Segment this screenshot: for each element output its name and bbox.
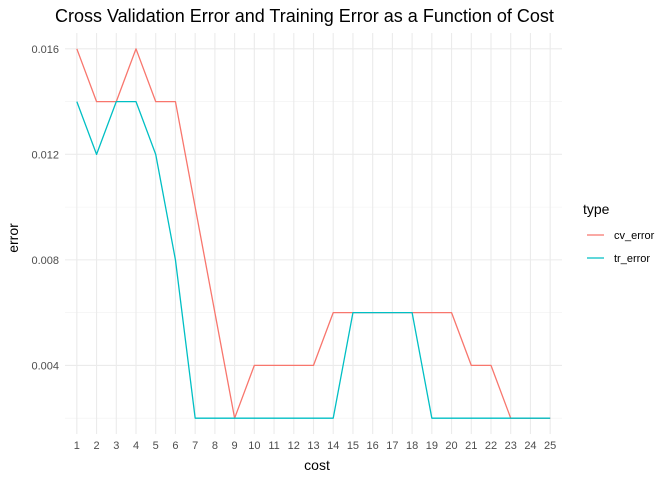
series-group [76,48,551,419]
x-tick-label: 3 [113,440,119,452]
x-tick-labels: 1 2 3 4 5 6 7 8 9 10 11 12 13 14 15 16 17 18 19 20 21 22 23 24 2… [74,440,557,452]
x-tick-label: 23 [505,440,517,452]
x-tick-label: 22 [485,440,497,452]
x-tick-label: 12 [288,440,300,452]
legend-label: cv_error [614,230,655,242]
x-tick-label: 20 [445,440,457,452]
x-tick-label: 4 [133,440,139,452]
x-axis-title: cost [304,457,330,473]
x-tick-label: 15 [347,440,359,452]
x-tick-label: 8 [212,440,218,452]
x-tick-label: 16 [367,440,379,452]
x-tick-label: 18 [406,440,418,452]
x-tick-label: 5 [153,440,159,452]
x-tick-label: 2 [93,440,99,452]
y-tick-label: 0.008 [31,255,59,267]
x-tick-label: 14 [327,440,339,452]
x-tick-label: 25 [544,440,556,452]
legend-label: tr_error [614,253,650,265]
x-tick-label: 11 [268,440,279,452]
y-tick-labels: 0.004 0.008 0.012 0.016 [31,44,59,373]
series-line-tr-error [76,100,551,419]
x-tick-label: 19 [426,440,438,452]
legend-title: type [583,201,610,217]
x-tick-label: 7 [192,440,198,452]
x-tick-label: 10 [248,440,260,452]
y-axis-title: error [5,223,21,253]
x-tick-label: 9 [232,440,238,452]
x-tick-label: 21 [465,440,477,452]
chart-title: Cross Validation Error and Training Erro… [55,6,554,26]
x-tick-label: 6 [172,440,178,452]
x-tick-label: 13 [307,440,319,452]
legend: type cv_error tr_error [583,201,655,265]
grid [65,33,562,434]
x-tick-label: 24 [524,440,536,452]
y-tick-label: 0.004 [31,360,59,372]
x-tick-label: 1 [74,440,80,452]
y-tick-label: 0.016 [31,44,59,56]
series-line-cv-error [76,48,551,419]
y-tick-label: 0.012 [31,149,59,161]
x-tick-label: 17 [386,440,398,452]
